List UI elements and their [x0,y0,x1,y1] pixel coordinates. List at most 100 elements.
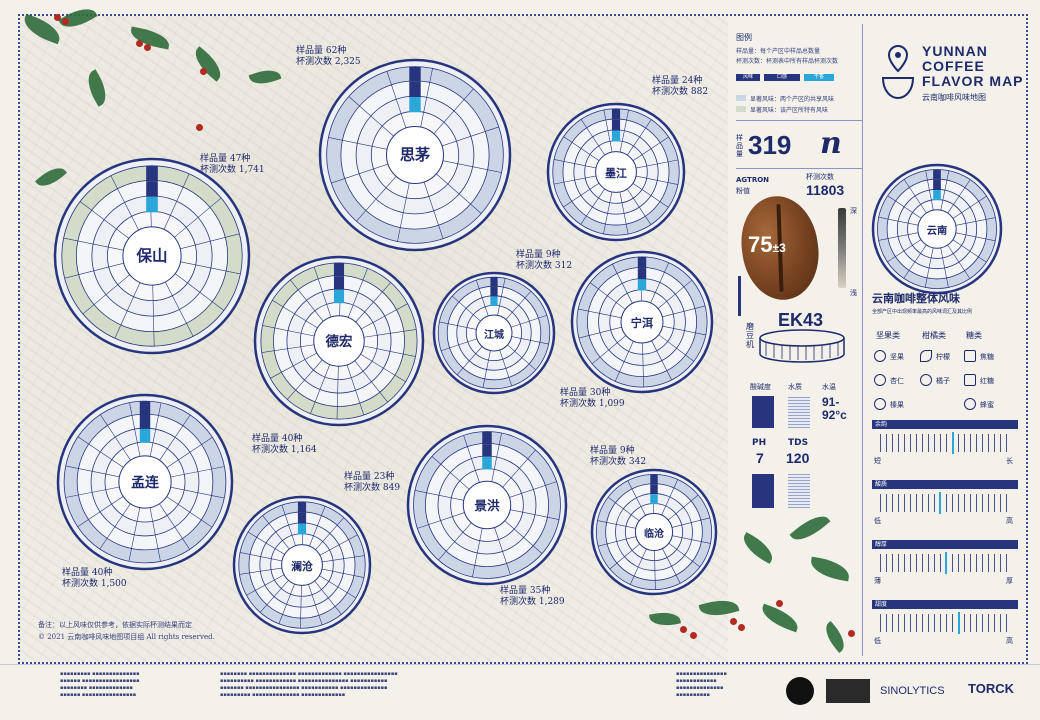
slider-low: 低 [874,637,881,645]
cupping-count: 杯测次数 1,741 [200,165,265,175]
samples-count: 样品量 9种 [516,250,561,260]
legend-line: 杯测次数：杯测表中所有样品杯测次数 [736,58,839,65]
agtron-sub: 粉值 [736,187,750,195]
slider-marker [945,552,947,574]
nut-icon [874,350,886,362]
brand-logo-dark [826,679,870,703]
slider-high: 高 [1006,637,1013,645]
legend-chip: 干香 [804,74,834,81]
region-name: 德宏 [326,333,353,350]
samples-label: 样品量 [736,134,743,158]
flavor-wheel-yunnan [871,163,1003,295]
region-name: 墨江 [605,166,627,180]
flavor-item: 红糖 [980,377,994,385]
cuppings-value: 11803 [806,182,845,198]
slider-high: 高 [1006,517,1013,525]
grinder-value: EK43 [778,310,824,330]
region-stats-simao: 样品量 62种 杯测次数 2,325 [296,46,361,68]
flavor-wheel-baoshan [53,157,251,355]
flavor-item: 坚果 [890,353,904,361]
slider-low: 薄 [874,577,881,585]
roast-scale [838,208,846,288]
region-stats-lincang: 样品量 9种 杯测次数 342 [590,446,646,468]
slider-header: 甜度 [872,600,1018,609]
map-pin-cup-icon [881,44,915,100]
region-name: 江城 [484,328,504,341]
cupping-count: 杯测次数 1,099 [560,399,625,409]
cupping-count: 杯测次数 342 [590,457,647,467]
region-stats-jinghong: 样品量 35种 杯测次数 1,289 [500,586,565,608]
legend-chip: 风味 [736,74,760,81]
category-sugar: 糖类 [966,331,982,340]
region-name: 思茅 [400,146,430,164]
grinder-burr-icon [759,329,845,363]
samples-count: 样品量 62种 [296,46,347,56]
hardness-label: 水质 [788,383,802,391]
flavor-wheel-jiangcheng [432,271,556,395]
flavor-item: 蜂蜜 [980,401,994,409]
legend-line: 样品量：每个产区中样品总数量 [736,48,821,55]
temp-value: 91-92°c [822,395,847,422]
brown-sugar-icon [964,374,976,386]
title-cn: 云南咖啡风味地图 [922,93,986,102]
cupping-count: 杯测次数 1,500 [62,579,127,589]
panel-divider [862,24,863,656]
tds-value: 120 [786,450,810,466]
region-name: 保山 [135,246,167,265]
cupping-count: 杯测次数 2,325 [296,57,361,67]
cuppings-label: 杯测次数 [806,173,834,181]
region-name: 临沧 [644,527,664,540]
tds-label: TDS [788,438,809,448]
acidity-label: 酸碱度 [750,383,771,391]
flavor-wheel-puer [570,250,714,394]
flavor-item: 榛果 [890,401,904,409]
slider-ticks [880,614,1010,632]
almond-icon [874,374,886,386]
region-stats-jiangcheng: 样品量 9种 杯测次数 312 [516,250,572,272]
caramel-icon [964,350,976,362]
flavor-wheel-jinghong [406,424,568,586]
brand-logo-round [786,677,814,705]
footer: ▪▪▪▪▪▪▪▪▪ ▪▪▪▪▪▪▪▪▪▪▪▪▪▪ ▪▪▪▪▪▪ ▪▪▪▪▪▪▪▪▪… [0,664,1040,720]
agtron-value: 75±3 [748,232,786,257]
region-name: 孟连 [131,474,159,491]
n-symbol: n [820,126,842,161]
region-stats-mojiang: 样品量 24种 杯测次数 882 [652,76,708,98]
grinder-label: 磨豆机 [746,322,754,349]
region-stats-baoshan: 样品量 47种 杯测次数 1,741 [200,154,265,176]
samples-count: 样品量 9种 [590,446,635,456]
region-name: 澜沧 [291,559,313,573]
legend-note: 显著风味：该产区所特有风味 [750,107,829,114]
slider-marker [958,612,960,634]
flavor-item: 柠檬 [936,353,950,361]
scale-deep: 深 [850,207,857,215]
cupping-count: 杯测次数 849 [344,483,401,493]
orange-icon [920,374,932,386]
region-stats-puer: 样品量 30种 杯测次数 1,099 [560,388,625,410]
poster-frame [18,14,1028,664]
map-note: 备注：以上风味仅供参考，依据实际杯测结果而定 [38,621,192,629]
hardness-bar [788,396,810,428]
tds-bar [788,474,810,508]
sinolytics-logo: SINOLYTICS [880,685,945,697]
flavor-wheel-lincang [590,468,718,596]
category-nuts: 坚果类 [876,331,900,340]
overall-title: 云南咖啡整体风味 [872,292,960,305]
flavor-wheel-menglian [56,393,234,571]
region-name: 景洪 [474,498,500,513]
legend-note: 显著风味：两个产区的共享风味 [750,96,835,103]
torck-logo: TORCK [968,681,1014,696]
region-stats-dehong: 样品量 40种 杯测次数 1,164 [252,434,317,456]
ph-value: 7 [756,450,764,466]
cupping-count: 杯测次数 312 [516,261,573,271]
title-en: YUNNAN COFFEE FLAVOR MAP [922,43,1024,89]
slider-header: 醇厚 [872,540,1018,549]
flavor-item: 橘子 [936,377,950,385]
flavor-item: 杏仁 [890,377,904,385]
flavor-wheel-dehong [253,255,425,427]
samples-count: 样品量 35种 [500,586,551,596]
slider-ticks [880,494,1010,512]
samples-count: 样品量 47种 [200,154,251,164]
slider-marker [951,432,954,454]
slider-high: 长 [1006,457,1013,465]
